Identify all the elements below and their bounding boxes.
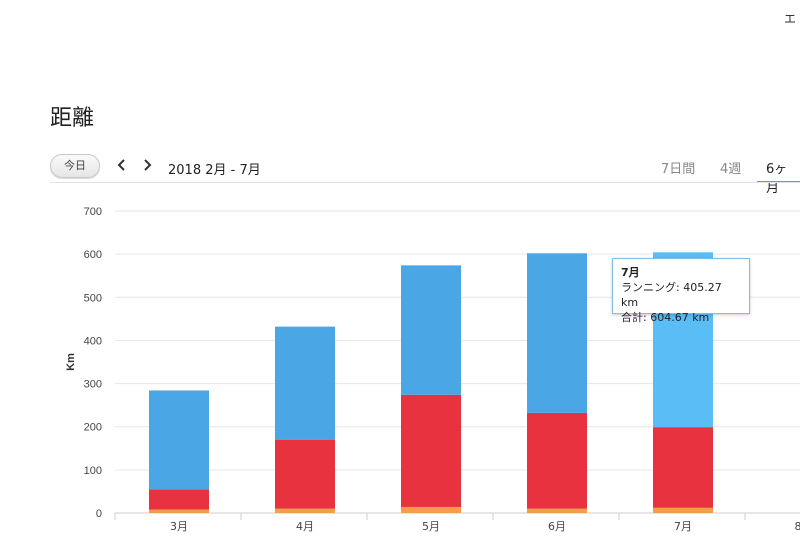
y-axis-label: Km	[65, 353, 77, 371]
y-tick-label: 500	[84, 292, 102, 304]
date-range-label: 2018 2月 - 7月	[168, 163, 261, 178]
bar-segment	[149, 489, 209, 510]
bar-segment	[527, 253, 587, 413]
page-title: 距離	[50, 106, 95, 131]
tooltip-total-line: 合計: 604.67 km	[621, 311, 710, 324]
chart-tooltip: 7月 ランニング: 405.27 km 合計: 604.67 km	[612, 258, 750, 324]
y-tick-label: 0	[96, 508, 102, 520]
y-tick-label: 400	[84, 335, 102, 347]
x-tick-label: 6月	[548, 520, 566, 533]
y-tick-label: 300	[84, 379, 102, 391]
bar-segment	[527, 508, 587, 513]
bar-segment	[653, 507, 713, 513]
x-tick-label: 7月	[674, 520, 692, 533]
bar-segment	[275, 439, 335, 509]
x-tick-label: 5月	[422, 520, 440, 533]
y-tick-label: 600	[84, 249, 102, 261]
x-tick-label: 3月	[170, 520, 188, 533]
tab-6-months[interactable]: 6ヶ月	[766, 162, 788, 196]
x-tick-label: 4月	[296, 520, 314, 533]
bar-segment	[149, 390, 209, 490]
tooltip-title: 7月	[621, 266, 640, 279]
today-button[interactable]: 今日	[50, 154, 100, 178]
y-tick-label: 200	[84, 422, 102, 434]
bar-segment	[401, 394, 461, 507]
bar-segment	[275, 508, 335, 513]
x-tick-label: 8	[795, 520, 800, 533]
bar-segment	[275, 326, 335, 440]
tab-4-weeks[interactable]: 4週	[720, 162, 742, 177]
y-tick-label: 100	[84, 465, 102, 477]
top-right-text: エ	[783, 12, 796, 26]
toolbar-divider	[50, 182, 800, 183]
chevron-right-icon[interactable]	[140, 157, 154, 173]
y-tick-label: 700	[84, 206, 102, 218]
tab-7-days[interactable]: 7日間	[661, 162, 696, 177]
bar-segment	[653, 427, 713, 508]
bar-segment	[401, 506, 461, 513]
bar-segment	[149, 509, 209, 513]
chevron-left-icon[interactable]	[115, 157, 129, 173]
tooltip-running-line: ランニング: 405.27 km	[621, 281, 722, 309]
bar-segment	[527, 412, 587, 509]
bar-segment	[401, 265, 461, 395]
